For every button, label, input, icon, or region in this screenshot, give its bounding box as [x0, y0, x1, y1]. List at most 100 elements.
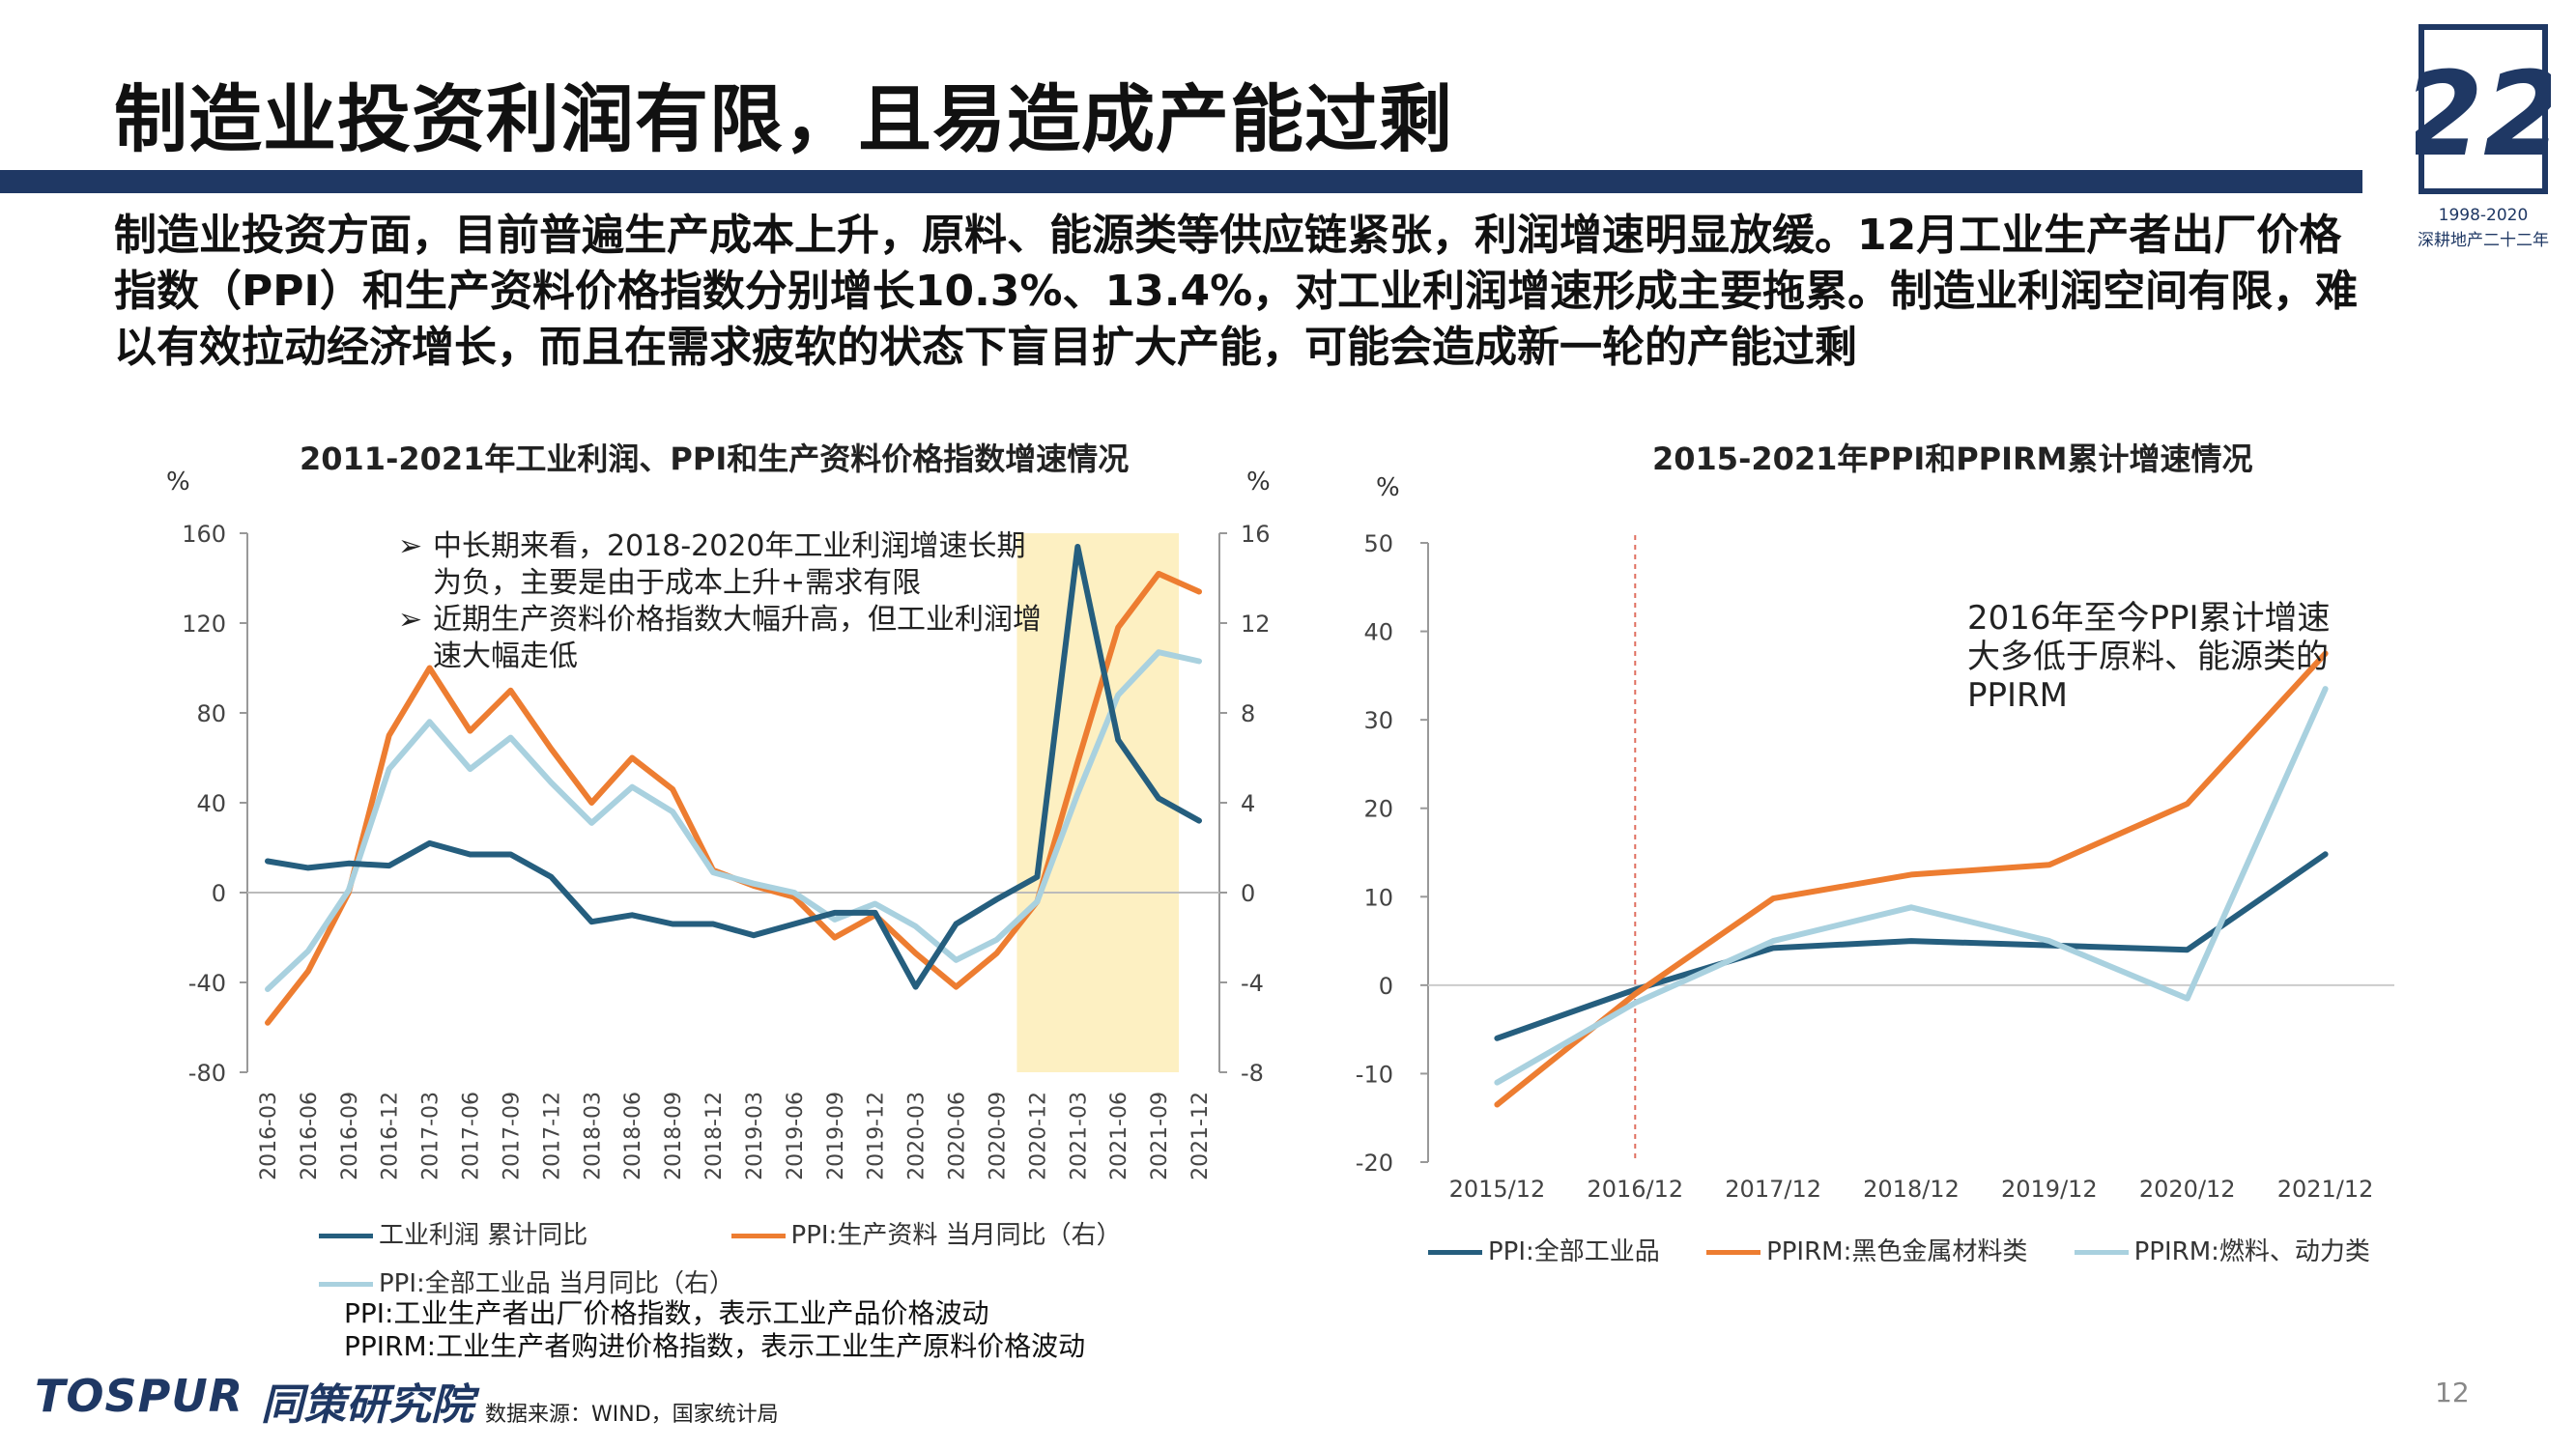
page-title: 制造业投资利润有限，且易造成产能过剩 — [114, 76, 1453, 162]
title-bar — [0, 170, 2362, 193]
badge-text: 深耕地产二十二年 — [2418, 231, 2549, 250]
right-chart-lines — [1494, 650, 2329, 1108]
anniversary-badge: 22 1998-2020 深耕地产二十二年 — [2416, 24, 2551, 250]
legend-swatch — [319, 1282, 373, 1287]
y-tick-label: -20 — [1356, 1150, 1393, 1177]
y-tick-label-right: 16 — [1241, 521, 1271, 548]
x-tick-label: 2019-12 — [865, 1092, 889, 1180]
y-tick-label-right: 4 — [1241, 790, 1255, 817]
page-number: 12 — [2435, 1377, 2470, 1408]
bullet-icon: ➢ — [398, 529, 423, 563]
legend-swatch — [1428, 1250, 1482, 1255]
y-tick-label-left: 120 — [182, 611, 226, 638]
left-legend-2: PPI:全部工业品 当月同比（右） — [319, 1264, 792, 1299]
badge-frame — [2419, 24, 2548, 194]
x-tick-label: 2018/12 — [1863, 1176, 1960, 1203]
left-chart-title: 2011-2021年工业利润、PPI和生产资料价格指数增速情况 — [300, 440, 1130, 477]
x-tick-label: 2019-09 — [824, 1092, 848, 1180]
x-tick-label: 2017/12 — [1725, 1176, 1821, 1203]
right-chart-labels: 50 40 30 20 10 0 -10 -20 2015/12 2016/12 2017/12 20… — [1356, 530, 2374, 1203]
series-line-3 — [1494, 686, 2329, 1086]
note-line: PPI:工业生产者出厂价格指数，表示工业产品价格波动 — [344, 1297, 989, 1329]
x-tick-label: 2018-09 — [662, 1092, 686, 1180]
left-chart-lines — [265, 544, 1202, 1026]
y-tick-label: -10 — [1356, 1061, 1393, 1088]
series-line-2 — [1494, 650, 2329, 1108]
left-annotation: ➢ 中长期来看，2018-2020年工业利润增速长期 为负，主要是由于成本上升+需… — [398, 528, 1074, 675]
legend-label: PPI:全部工业品 — [1488, 1237, 1660, 1266]
right-legend: PPI:全部工业品 PPIRM:黑色金属材料类 PPIRM:燃料、动力类 — [1428, 1232, 2370, 1267]
left-chart-axes — [240, 532, 1227, 1073]
x-tick-label: 2019-06 — [784, 1092, 808, 1180]
left-legend: 工业利润 累计同比 PPI:生产资料 当月同比（右） — [319, 1215, 1180, 1251]
legend-swatch — [1706, 1250, 1761, 1255]
legend-label: 工业利润 累计同比 — [379, 1221, 588, 1250]
x-tick-label: 2016-09 — [338, 1092, 362, 1180]
legend-label: PPI:生产资料 当月同比（右） — [790, 1221, 1122, 1250]
annotation-line: 速大幅走低 — [433, 639, 578, 673]
x-tick-label: 2018-03 — [581, 1092, 605, 1180]
x-tick-label: 2021-09 — [1148, 1092, 1172, 1180]
x-tick-label: 2018-06 — [621, 1092, 645, 1180]
data-source: 数据来源：WIND，国家统计局 — [485, 1403, 779, 1427]
legend-label: PPIRM:黑色金属材料类 — [1766, 1237, 2028, 1266]
series-line-1 — [1494, 851, 2329, 1041]
x-tick-label: 2017-03 — [419, 1092, 444, 1180]
bullet-icon: ➢ — [398, 603, 423, 637]
y-tick-label-left: -40 — [188, 970, 226, 997]
legend-swatch — [730, 1234, 786, 1238]
legend-swatch — [2074, 1250, 2129, 1255]
x-tick-label: 2017-06 — [460, 1092, 484, 1180]
x-tick-label: 2017-12 — [540, 1092, 564, 1180]
y-tick-label-right: -8 — [1241, 1060, 1264, 1087]
series-line-1 — [265, 544, 1202, 990]
y-tick-label-left: 0 — [212, 880, 226, 907]
y-tick-label-left: -80 — [188, 1060, 226, 1087]
y-tick-label-right: 0 — [1241, 880, 1255, 907]
brand-logo-cn: 同策研究院 — [261, 1380, 473, 1430]
right-annotation: 2016年至今PPI累计增速大多低于原料、能源类的PPIRM — [1967, 599, 2331, 715]
x-tick-label: 2016-12 — [379, 1092, 403, 1180]
legend-label: PPI:全部工业品 当月同比（右） — [379, 1269, 735, 1298]
y-tick-label-left: 160 — [182, 521, 226, 548]
legend-label: PPIRM:燃料、动力类 — [2133, 1237, 2370, 1266]
x-tick-label: 2019-03 — [743, 1092, 767, 1180]
y-tick-label: 0 — [1379, 973, 1393, 1000]
y-tick-label-left: 80 — [196, 700, 226, 727]
badge-number: 22 — [2416, 48, 2551, 183]
x-tick-label: 2020/12 — [2139, 1176, 2236, 1203]
annotation-line: 近期生产资料价格指数大幅升高，但工业利润增 — [433, 603, 1042, 637]
x-tick-label: 2017-09 — [500, 1092, 524, 1180]
definitions-notes: PPI:工业生产者出厂价格指数，表示工业产品价格波动 PPIRM:工业生产者购进… — [344, 1297, 1085, 1363]
y-tick-label-left: 40 — [196, 790, 226, 817]
x-tick-label: 2019/12 — [2001, 1176, 2098, 1203]
note-line: PPIRM:工业生产者购进价格指数，表示工业生产原料价格波动 — [344, 1330, 1086, 1362]
x-tick-label: 2016-03 — [257, 1092, 281, 1180]
y-tick-label-right: 12 — [1241, 611, 1271, 638]
x-tick-label: 2021/12 — [2277, 1176, 2374, 1203]
summary-text: 制造业投资方面，目前普遍生产成本上升，原料、能源类等供应链紧张，利润增速明显放缓… — [114, 211, 2359, 372]
badge-years: 1998-2020 — [2439, 206, 2529, 225]
x-tick-label: 2016-06 — [298, 1092, 322, 1180]
y-tick-label-right: 8 — [1241, 700, 1255, 727]
right-chart-axes — [1420, 535, 2394, 1163]
right-axis-unit: % — [1246, 468, 1271, 497]
y-tick-label: 40 — [1363, 619, 1393, 646]
legend-swatch — [319, 1234, 373, 1238]
x-tick-label: 2018-12 — [702, 1092, 727, 1180]
x-tick-label: 2021-03 — [1067, 1092, 1091, 1180]
y-tick-label: 20 — [1363, 796, 1393, 823]
right-chart-axis-unit: % — [1376, 473, 1400, 502]
x-tick-label: 2021-06 — [1107, 1092, 1131, 1180]
x-tick-label: 2020-06 — [946, 1092, 970, 1180]
x-tick-label: 2020-12 — [1026, 1092, 1050, 1180]
y-tick-label: 30 — [1363, 707, 1393, 734]
y-tick-label: 50 — [1363, 530, 1393, 557]
right-chart-title: 2015-2021年PPI和PPIRM累计增速情况 — [1652, 440, 2253, 477]
x-tick-label: 2016/12 — [1587, 1176, 1683, 1203]
x-tick-label: 2021-12 — [1188, 1092, 1213, 1180]
left-axis-unit: % — [166, 468, 190, 497]
